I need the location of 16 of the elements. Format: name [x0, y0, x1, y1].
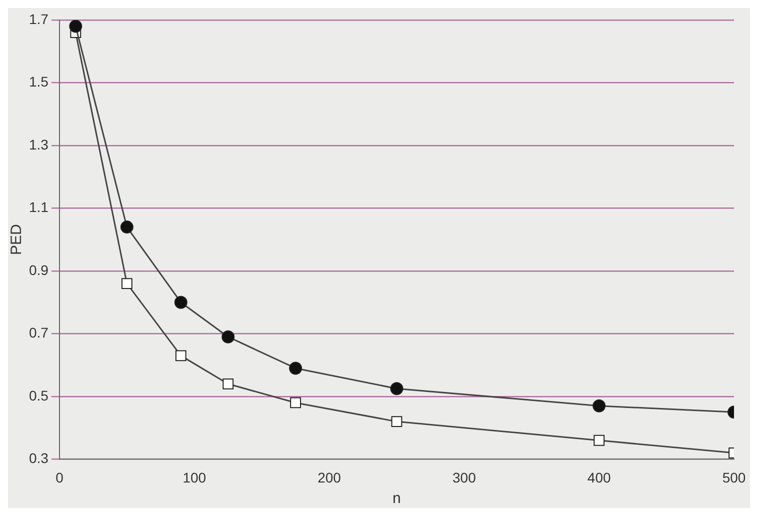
x-tick-label: 100	[182, 469, 206, 486]
x-tick-label: 500	[722, 469, 746, 486]
y-tick-label: 0.7	[28, 324, 49, 341]
x-tick-label: 200	[318, 469, 342, 486]
x-tick-label: 300	[452, 469, 476, 486]
y-tick-label: 1.1	[28, 199, 49, 216]
y-tick-label: 0.5	[28, 387, 49, 404]
y-tick-label: 1.5	[28, 74, 49, 90]
y-tick-label: 1.7	[28, 10, 49, 27]
x-axis-title: n	[392, 490, 401, 508]
x-tick-label: 400	[587, 469, 611, 486]
x-tick-label: 0	[56, 469, 64, 486]
y-tick-label: 0.3	[28, 450, 49, 466]
y-tick-label: 0.9	[28, 262, 49, 278]
y-tick-label: 1.3	[28, 136, 49, 152]
y-axis-title: PED	[8, 224, 26, 256]
